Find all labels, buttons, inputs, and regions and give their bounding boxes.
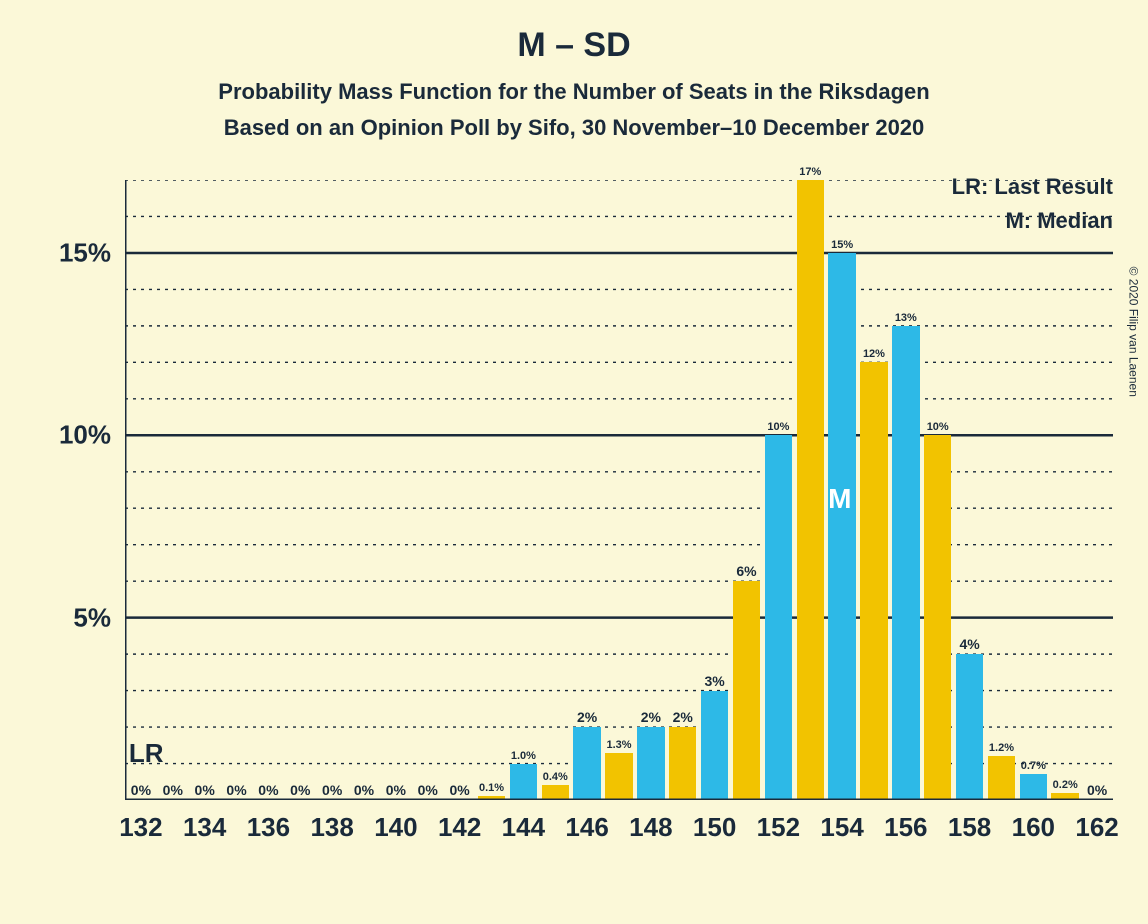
bar-value-label: 2% [641,709,661,727]
plot-area: 0%0%0%0%0%0%0%0%0%0%0%0.1%1.0%0.4%2%1.3%… [125,180,1113,800]
bar-yellow: 0.4% [542,785,569,800]
x-tick-label: 154 [820,800,863,843]
bar-yellow: 6% [733,581,760,800]
bar-value-label: 1.0% [511,750,536,764]
bar-value-label: 0% [163,782,183,800]
chart-subtitle-1: Probability Mass Function for the Number… [0,65,1148,105]
bar-value-label: 10% [927,421,949,435]
x-tick-label: 156 [884,800,927,843]
bar-yellow: 12% [860,362,887,800]
bar-value-label: 0% [195,782,215,800]
x-tick-label: 132 [119,800,162,843]
x-tick-label: 146 [565,800,608,843]
bar-value-label: 1.3% [606,739,631,753]
bar-value-label: 0% [226,782,246,800]
chart-title: M – SD [0,0,1148,65]
x-tick-label: 150 [693,800,736,843]
bar-value-label: 2% [577,709,597,727]
bar-value-label: 6% [736,563,756,581]
legend-lr: LR: Last Result [952,174,1113,200]
bar-blue: 4% [956,654,983,800]
bar-blue: 2% [573,727,600,800]
bar-yellow: 2% [669,727,696,800]
x-tick-label: 144 [502,800,545,843]
lr-annotation: LR [129,738,164,769]
x-tick-label: 158 [948,800,991,843]
y-tick-label: 15% [59,237,125,268]
bar-value-label: 0% [386,782,406,800]
bar-value-label: 0% [450,782,470,800]
bar-value-label: 0% [322,782,342,800]
bar-value-label: 2% [673,709,693,727]
legend-m: M: Median [952,208,1113,234]
bar-blue: 13% [892,326,919,800]
bar-blue: 3% [701,691,728,800]
x-tick-label: 140 [374,800,417,843]
y-tick-label: 5% [73,602,125,633]
bar-value-label: 4% [959,636,979,654]
x-tick-label: 142 [438,800,481,843]
y-tick-label: 10% [59,420,125,451]
x-tick-label: 138 [310,800,353,843]
bar-value-label: 0% [354,782,374,800]
bar-value-label: 0% [1087,782,1107,800]
chart-subtitle-2: Based on an Opinion Poll by Sifo, 30 Nov… [0,105,1148,141]
bar-value-label: 0% [258,782,278,800]
bar-value-label: 0% [131,782,151,800]
bar-value-label: 12% [863,348,885,362]
bar-value-label: 15% [831,239,853,253]
legend: LR: Last Result M: Median [952,174,1113,234]
bar-blue: 10% [765,435,792,800]
bar-value-label: 0.2% [1053,779,1078,793]
bar-yellow: 0.2% [1051,793,1078,800]
x-tick-label: 148 [629,800,672,843]
bar-value-label: 0% [290,782,310,800]
bar-value-label: 1.2% [989,742,1014,756]
x-tick-label: 160 [1012,800,1055,843]
bar-blue: 15% [828,253,855,800]
chart-area: 0%0%0%0%0%0%0%0%0%0%0%0.1%1.0%0.4%2%1.3%… [125,180,1113,800]
bar-value-label: 0.1% [479,782,504,796]
bar-yellow: 17% [797,180,824,800]
bar-value-label: 0% [418,782,438,800]
x-tick-label: 136 [247,800,290,843]
median-annotation: M [828,483,851,515]
bar-blue: 0.7% [1020,774,1047,800]
bar-yellow: 1.2% [988,756,1015,800]
x-tick-label: 162 [1075,800,1118,843]
bar-value-label: 0.7% [1021,760,1046,774]
bar-blue: 1.0% [510,764,537,800]
bar-value-label: 10% [767,421,789,435]
bar-value-label: 13% [895,312,917,326]
bar-value-label: 0.4% [543,771,568,785]
x-tick-label: 134 [183,800,226,843]
x-tick-label: 152 [757,800,800,843]
bar-yellow: 1.3% [605,753,632,800]
bar-blue: 2% [637,727,664,800]
copyright-text: © 2020 Filip van Laenen [1126,267,1140,397]
bar-value-label: 17% [799,166,821,180]
bar-value-label: 3% [704,673,724,691]
bar-yellow: 10% [924,435,951,800]
